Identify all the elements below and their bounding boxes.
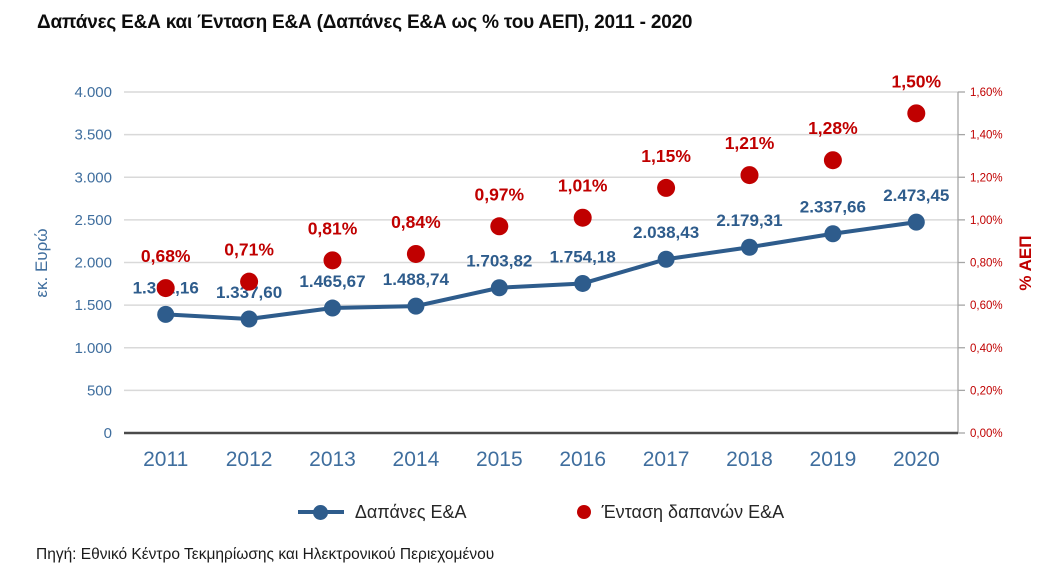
expenditure-point	[157, 305, 175, 323]
expenditure-data-label: 1.754,18	[550, 247, 616, 266]
expenditure-point	[490, 279, 508, 297]
intensity-dot-marker-icon	[576, 505, 591, 519]
legend-label-intensity: Ένταση δαπανών Ε&Α	[601, 501, 785, 522]
left-axis-tick-label: 0	[104, 425, 112, 442]
expenditure-data-label: 2.337,66	[800, 198, 866, 217]
intensity-point	[406, 244, 425, 263]
x-axis-label: 2020	[893, 448, 940, 471]
x-axis-label: 2015	[476, 448, 523, 471]
intensity-point	[740, 166, 759, 185]
x-axis-label: 2018	[726, 448, 773, 471]
expenditure-data-label: 1.488,74	[383, 270, 450, 289]
expenditure-data-label: 1.337,60	[216, 283, 282, 302]
expenditure-point	[324, 299, 341, 317]
x-axis-label: 2019	[810, 448, 857, 471]
intensity-data-label: 0,81%	[308, 218, 358, 238]
x-axis-label: 2014	[393, 448, 440, 471]
expenditure-point	[574, 274, 592, 292]
intensity-point	[907, 104, 926, 123]
intensity-data-label: 1,50%	[891, 71, 941, 91]
intensity-data-label: 0,84%	[391, 212, 441, 232]
x-axis-label: 2013	[309, 448, 356, 471]
expenditure-line	[165, 220, 917, 321]
intensity-data-label: 1,15%	[641, 146, 691, 166]
expenditure-data-label: 1.465,67	[299, 272, 365, 291]
x-axis-label: 2016	[559, 448, 606, 471]
intensity-data-label: 1,21%	[725, 133, 775, 153]
left-axis-tick-label: 500	[87, 382, 112, 399]
intensity-data-label: 1,28%	[808, 118, 858, 138]
expenditure-line-marker-icon	[297, 504, 344, 520]
right-axis-title: % ΑΕΠ	[1016, 235, 1035, 290]
expenditure-point	[240, 310, 258, 328]
intensity-data-label: 0,71%	[224, 240, 274, 260]
left-axis-tick-label: 3.000	[74, 169, 112, 186]
right-axis-tick-label: 1,60%	[970, 87, 1003, 99]
left-axis-tick-label: 1.000	[74, 340, 112, 357]
x-axis-label: 2011	[143, 448, 188, 471]
right-axis-tick-label: 1,20%	[970, 172, 1003, 184]
expenditure-data-label: 2.038,43	[633, 223, 699, 242]
right-axis-tick-label: 0,00%	[970, 428, 1003, 440]
expenditure-data-label: 1.703,82	[466, 252, 532, 271]
intensity-data-label: 0,97%	[474, 184, 524, 204]
intensity-data-label: 1,01%	[558, 176, 608, 196]
left-axis-tick-label: 2.500	[74, 212, 112, 229]
expenditure-dot-marker-icon	[313, 504, 329, 520]
left-axis-tick-label: 4.000	[74, 84, 112, 101]
intensity-data-label: 0,68%	[141, 246, 191, 266]
right-axis-tick-label: 0,20%	[970, 385, 1003, 397]
left-axis-tick-label: 1.500	[74, 297, 112, 314]
intensity-point	[240, 272, 259, 291]
left-axis-tick-label: 2.000	[74, 255, 112, 272]
legend-label-expenditure: Δαπάνες Ε&Α	[354, 501, 467, 522]
right-axis-tick-label: 0,80%	[970, 258, 1003, 270]
legend-item-expenditure: Δαπάνες Ε&Α	[297, 501, 467, 523]
chart-title: Δαπάνες Ε&Α και Ένταση Ε&Α (Δαπάνες Ε&Α …	[37, 12, 693, 33]
expenditure-point	[407, 297, 425, 315]
legend-item-intensity: Ένταση δαπανών Ε&Α	[576, 501, 785, 523]
intensity-point	[323, 251, 342, 270]
source-note: Πηγή: Εθνικό Κέντρο Τεκμηρίωσης και Ηλεκ…	[36, 546, 495, 563]
right-axis-tick-label: 1,40%	[970, 130, 1003, 142]
intensity-point	[657, 178, 676, 197]
x-axis-label: 2017	[643, 448, 690, 471]
intensity-point	[573, 208, 592, 227]
right-axis-tick-label: 1,00%	[970, 215, 1003, 227]
legend: Δαπάνες Ε&Α Ένταση δαπανών Ε&Α	[124, 492, 958, 532]
right-axis-tick-label: 0,60%	[970, 300, 1003, 312]
left-axis-tick-label: 3.500	[74, 127, 112, 144]
expenditure-point	[657, 250, 675, 268]
right-axis-tick-label: 0,40%	[970, 343, 1003, 355]
x-axis-label: 2012	[226, 448, 273, 471]
left-axis-title: εκ. Ευρώ	[32, 228, 51, 297]
expenditure-data-label: 2.473,45	[883, 186, 949, 205]
intensity-point	[490, 217, 509, 236]
intensity-point	[156, 279, 175, 298]
expenditure-point	[741, 238, 758, 256]
intensity-point	[823, 151, 842, 170]
expenditure-point	[907, 213, 925, 231]
expenditure-data-label: 2.179,31	[716, 211, 782, 230]
expenditure-point	[824, 225, 842, 243]
